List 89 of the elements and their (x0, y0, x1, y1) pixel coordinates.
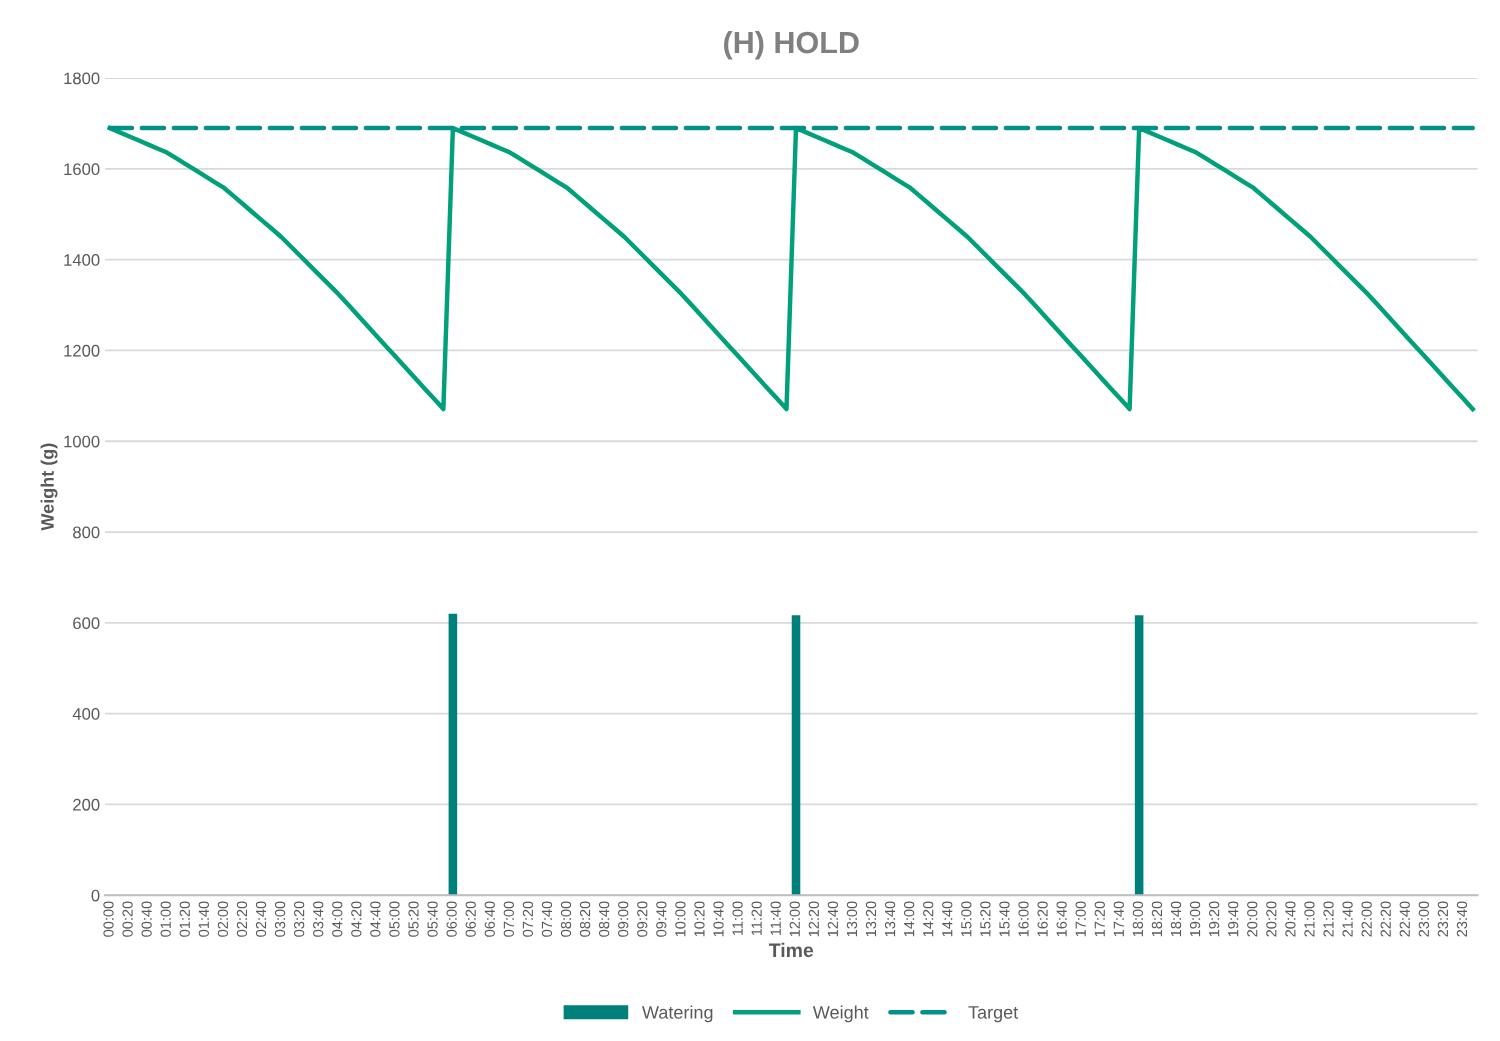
x-tick-label: 13:40 (884, 901, 896, 937)
x-tick-label: 03:40 (313, 901, 324, 937)
x-tick-label: 20:00 (1247, 901, 1258, 937)
x-tick-label: 18:40 (1170, 901, 1182, 937)
x-tick-label: 19:20 (1208, 901, 1220, 937)
x-tick-label: 22:20 (1380, 901, 1391, 937)
x-tick-label: 21:20 (1323, 901, 1334, 937)
x-tick-label: 04:20 (351, 901, 362, 937)
x-tick-label: 00:40 (141, 901, 152, 937)
x-tick-label: 18:00 (1132, 901, 1144, 937)
x-tick-label: 16:40 (1056, 901, 1067, 937)
x-tick-label: 02:40 (255, 901, 267, 937)
x-tick-label: 00:20 (122, 901, 133, 937)
x-tick-label: 20:20 (1266, 901, 1277, 937)
x-tick-label: 23:40 (1456, 901, 1468, 937)
x-tick-label: 12:40 (827, 901, 839, 937)
y-tick-label: 1000 (64, 435, 100, 448)
y-tick-label: 0 (91, 889, 100, 902)
y-tick-label: 400 (72, 708, 100, 720)
x-tick-label: 17:20 (1094, 901, 1105, 937)
x-tick-label: 02:20 (236, 901, 248, 937)
x-tick-label: 21:00 (1304, 901, 1315, 937)
x-tick-label: 01:20 (179, 901, 190, 937)
y-tick-label: 1600 (64, 163, 100, 176)
y-axis-title: Weight (g) (40, 443, 58, 531)
y-tick-label: 1400 (64, 254, 100, 266)
x-tick-label: 04:00 (332, 901, 343, 937)
y-tick-label: 1200 (64, 344, 100, 357)
x-tick-label: 14:00 (903, 901, 915, 937)
x-tick-label: 19:00 (1189, 901, 1201, 937)
x-tick-label: 11:00 (732, 901, 743, 936)
x-tick-label: 17:00 (1075, 901, 1086, 937)
x-tick-label: 14:20 (923, 901, 934, 937)
x-tick-label: 21:40 (1342, 901, 1353, 937)
x-tick-label: 16:20 (1037, 901, 1048, 937)
x-tick-label: 08:20 (579, 901, 591, 937)
x-tick-label: 00:00 (103, 901, 114, 937)
x-tick-label: 15:20 (980, 901, 991, 937)
x-tick-label: 22:40 (1399, 901, 1410, 937)
x-tick-label: 10:40 (713, 901, 724, 937)
y-tick-label: 1800 (64, 72, 100, 85)
x-tick-label: 15:40 (999, 901, 1010, 937)
x-tick-label: 12:00 (789, 901, 800, 937)
x-axis-title: Time (768, 942, 814, 958)
x-tick-label: 02:00 (217, 901, 229, 937)
x-tick-label: 10:20 (694, 901, 705, 937)
line-series (107, 125, 1475, 412)
x-tick-label: 08:00 (560, 901, 572, 937)
x-tick-label: 06:40 (484, 901, 495, 937)
x-tick-label: 10:00 (675, 901, 686, 937)
x-tick-label: 05:20 (408, 901, 419, 937)
x-tick-label: 07:00 (503, 901, 514, 937)
x-tick-label: 15:00 (961, 901, 972, 937)
y-tick-label: 800 (73, 526, 100, 539)
x-tick-label: 23:00 (1418, 901, 1429, 937)
chart-title: (H) HOLD (724, 30, 859, 60)
x-tick-label: 07:20 (522, 901, 534, 937)
x-tick-label: 11:20 (751, 901, 762, 936)
x-tick-label: 13:00 (846, 901, 858, 937)
x-tick-label: 03:00 (274, 901, 286, 937)
x-tick-label: 01:00 (160, 901, 171, 937)
x-tick-label: 01:40 (198, 901, 209, 937)
x-tick-label: 20:40 (1285, 901, 1296, 937)
x-tick-label: 22:00 (1361, 901, 1372, 937)
x-tick-label: 09:20 (637, 901, 648, 937)
x-tick-label: 19:40 (1228, 901, 1239, 937)
x-tick-label: 09:40 (656, 901, 667, 937)
y-tick-label: 200 (73, 798, 100, 811)
x-tick-label: 11:40 (770, 901, 781, 936)
x-tick-label: 05:40 (427, 901, 438, 937)
x-tick-label: 23:20 (1437, 901, 1449, 937)
x-tick-label: 06:20 (465, 901, 476, 937)
legend-label: Weight (812, 1005, 869, 1023)
x-tick-label: 09:00 (618, 901, 629, 937)
x-tick-label: 04:40 (370, 901, 381, 937)
y-tick-label: 600 (73, 617, 100, 630)
legend-label: Watering (642, 1005, 713, 1023)
x-tick-label: 17:40 (1113, 901, 1124, 937)
x-tick-label: 12:20 (808, 901, 819, 937)
x-tick-label: 07:40 (541, 901, 553, 937)
x-tick-label: 08:40 (598, 901, 610, 937)
x-tick-label: 16:00 (1018, 901, 1029, 937)
x-tick-label: 06:00 (446, 901, 457, 937)
legend-label: Target (968, 1006, 1019, 1023)
x-tick-label: 13:20 (865, 901, 877, 937)
x-tick-label: 18:20 (1151, 901, 1163, 937)
x-tick-label: 05:00 (389, 901, 400, 937)
x-tick-label: 14:40 (942, 901, 953, 937)
x-tick-label: 03:20 (293, 901, 305, 937)
